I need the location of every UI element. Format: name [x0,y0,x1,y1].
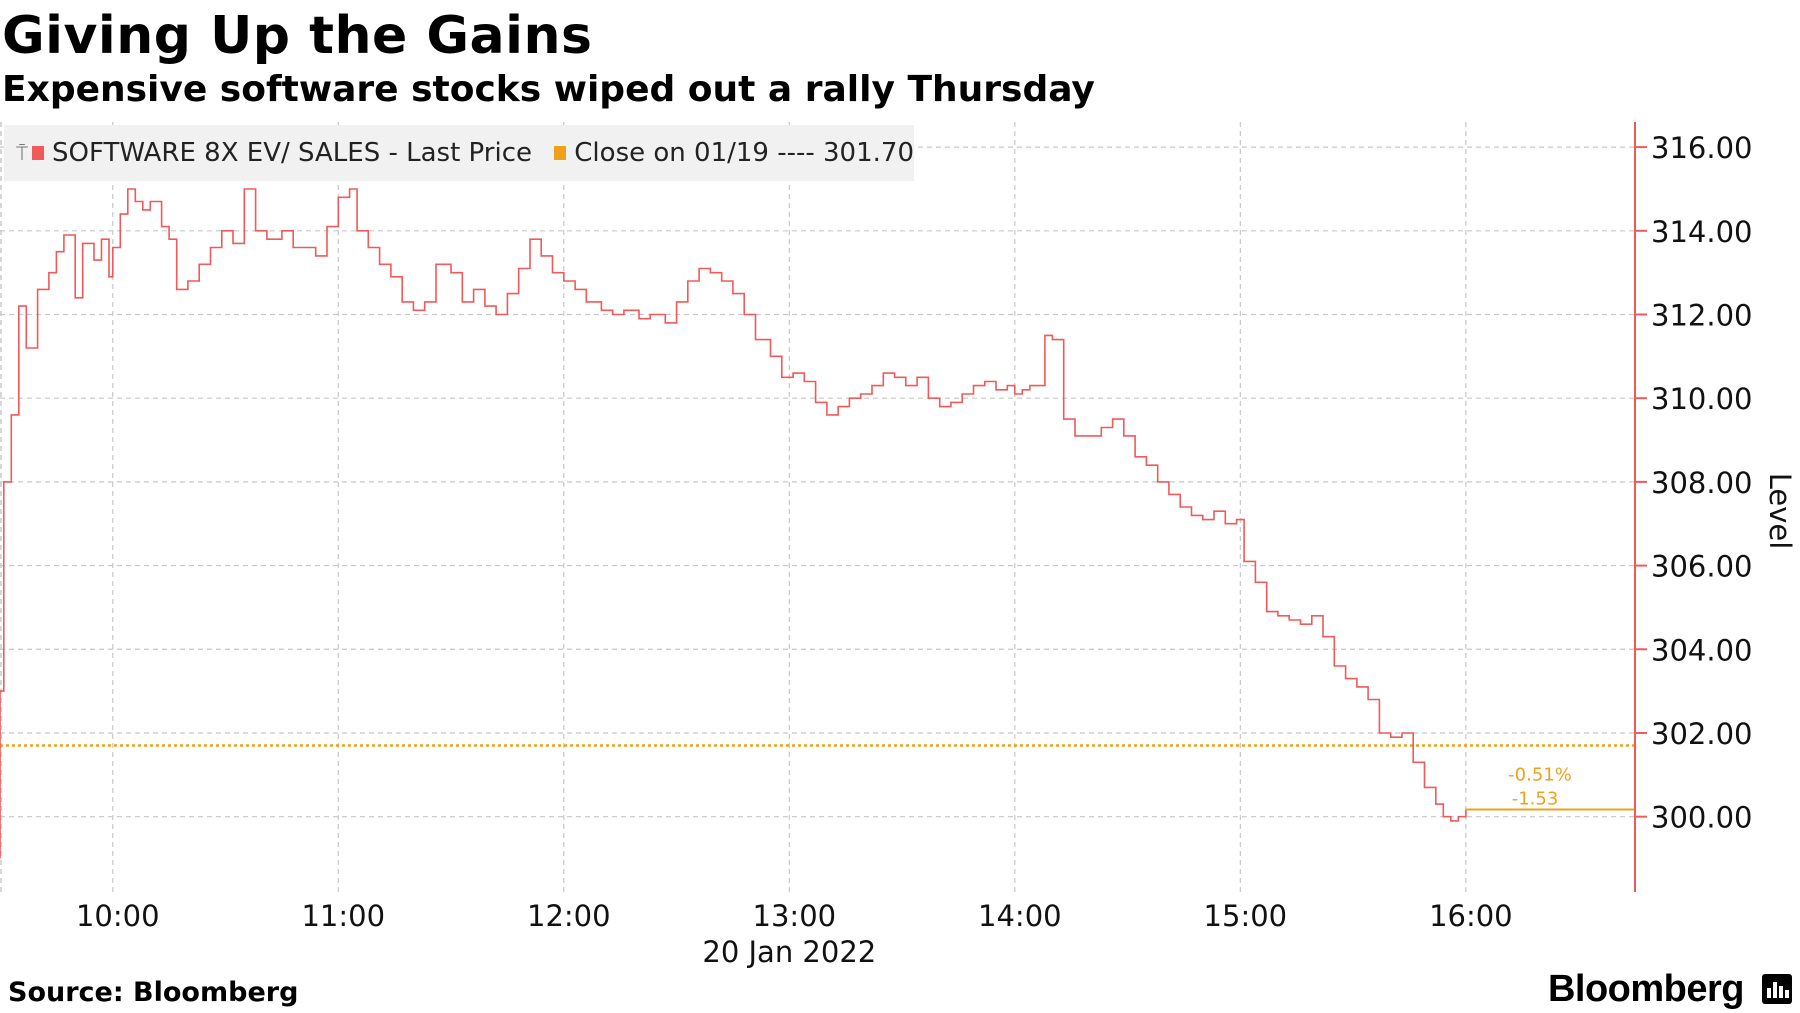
pin-icon[interactable]: ⍑ [16,141,28,165]
y-tick-label: 302.00 [1651,717,1752,751]
y-tick-label: 316.00 [1651,131,1752,165]
bloomberg-terminal-icon [1762,974,1792,1004]
brand-logo: Bloomberg [1547,968,1745,1010]
y-tick-label: 306.00 [1651,550,1752,584]
y-tick-label: 304.00 [1651,633,1752,667]
y-axis-ticks: 300.00 302.00 304.00 306.00 308.00 310.00 312.… [1635,131,1752,835]
x-tick-label: 13:00 [753,899,837,933]
x-axis-ticks: 10:00 11:00 12:00 13:00 14:00 15:00 16:00 [76,899,1513,933]
x-axis-label: 20 Jan 2022 [702,935,876,969]
x-tick-label: 11:00 [301,899,385,933]
chart-legend: ⍑ SOFTWARE 8X EV/ SALES - Last Price Clo… [4,125,914,181]
x-tick-label: 16:00 [1429,899,1513,933]
y-tick-label: 310.00 [1651,382,1752,416]
chart-title: Giving Up the Gains [2,6,593,66]
change-percent-label: -0.51% [1508,765,1572,786]
y-tick-label: 300.00 [1651,801,1752,835]
x-tick-label: 12:00 [527,899,611,933]
x-tick-label: 10:00 [76,899,160,933]
chart-subtitle: Expensive software stocks wiped out a ra… [2,69,1095,110]
y-tick-label: 314.00 [1651,215,1752,249]
legend-label-series: SOFTWARE 8X EV/ SALES - Last Price [52,138,532,168]
y-tick-label: 312.00 [1651,299,1752,333]
legend-swatch-reference [554,146,567,160]
x-tick-label: 15:00 [1204,899,1288,933]
change-absolute-label: -1.53 [1512,789,1559,810]
x-tick-label: 14:00 [978,899,1062,933]
y-axis-label: Level [1763,473,1797,550]
series-line [0,188,1467,859]
chart-grid [0,122,1635,892]
legend-swatch-series [32,146,44,160]
legend-label-reference: Close on 01/19 ---- 301.70 [574,138,914,168]
source-note: Source: Bloomberg [8,977,299,1008]
y-tick-label: 308.00 [1651,466,1752,500]
